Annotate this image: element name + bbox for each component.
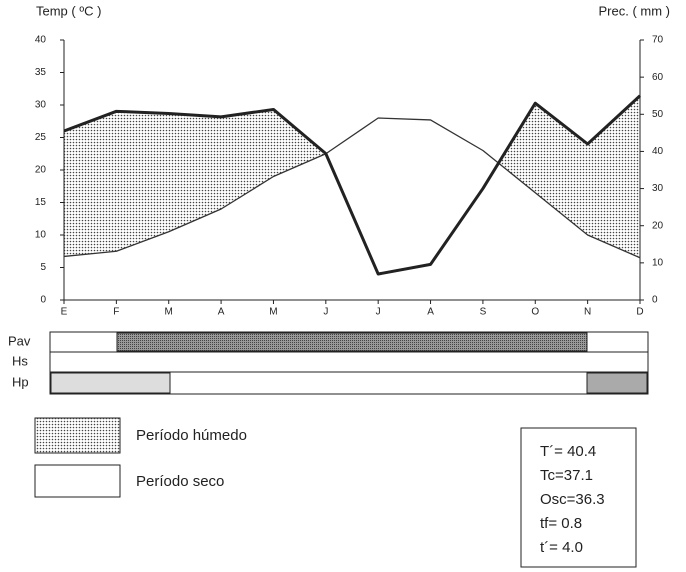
legend-swatch [34, 417, 121, 454]
x-tick-label: M [269, 307, 277, 318]
stat: tf= 0.8 [540, 515, 582, 532]
y-axis-label: Temp ( ºC ) [36, 3, 101, 18]
y2-tick-label: 70 [652, 35, 664, 46]
y2-axis-label: Prec. ( mm ) [599, 3, 671, 18]
plot: 0 5 10 15 20 25 30 35 40 0 10 20 30 40 50 60 70 E F M A M J J A S… [35, 35, 664, 318]
legend-label: Período seco [136, 473, 224, 490]
stats-box [520, 427, 637, 568]
y-tick-label: 15 [35, 197, 47, 208]
series-line [63, 94, 642, 276]
y-tick-label: 35 [35, 67, 47, 78]
x-tick-label: F [113, 307, 119, 318]
y2-tick-label: 50 [652, 109, 664, 120]
y2-tick-label: 30 [652, 183, 664, 194]
x-tick-label: E [61, 307, 68, 318]
x-tick-label: D [636, 307, 643, 318]
legend-swatch [34, 464, 121, 498]
y-tick-label: 25 [35, 132, 47, 143]
x-tick-label: M [165, 307, 173, 318]
y-tick-label: 20 [35, 165, 47, 176]
y-tick-label: 0 [40, 295, 46, 306]
y-tick-label: 5 [40, 262, 46, 273]
y2-tick-label: 10 [652, 257, 664, 268]
stat: T´= 40.4 [540, 443, 596, 460]
y-tick-label: 10 [35, 230, 47, 241]
y2-tick-label: 40 [652, 146, 664, 157]
y-tick-label: 40 [35, 35, 47, 46]
stat: Tc=37.1 [540, 467, 593, 484]
stat: t´= 4.0 [540, 539, 583, 556]
dry-mask [64, 118, 640, 300]
x-tick-label: A [427, 307, 434, 318]
y2-tick-label: 60 [652, 72, 664, 83]
x-tick-label: A [218, 307, 225, 318]
row-label: Pav [8, 333, 31, 348]
legend-label: Período húmedo [136, 427, 247, 444]
row-label: Hs [12, 353, 28, 368]
y-tick-label: 30 [35, 100, 47, 111]
series-line [63, 117, 641, 259]
x-tick-label: J [376, 307, 381, 318]
y2-tick-label: 20 [652, 220, 664, 231]
x-tick-label: S [480, 307, 487, 318]
stat: Osc=36.3 [540, 491, 605, 508]
y2-tick-label: 0 [652, 295, 658, 306]
x-tick-label: N [584, 307, 591, 318]
rows [49, 331, 649, 395]
row-label: Hp [12, 374, 29, 389]
x-tick-label: J [323, 307, 328, 318]
x-tick-label: O [531, 307, 539, 318]
